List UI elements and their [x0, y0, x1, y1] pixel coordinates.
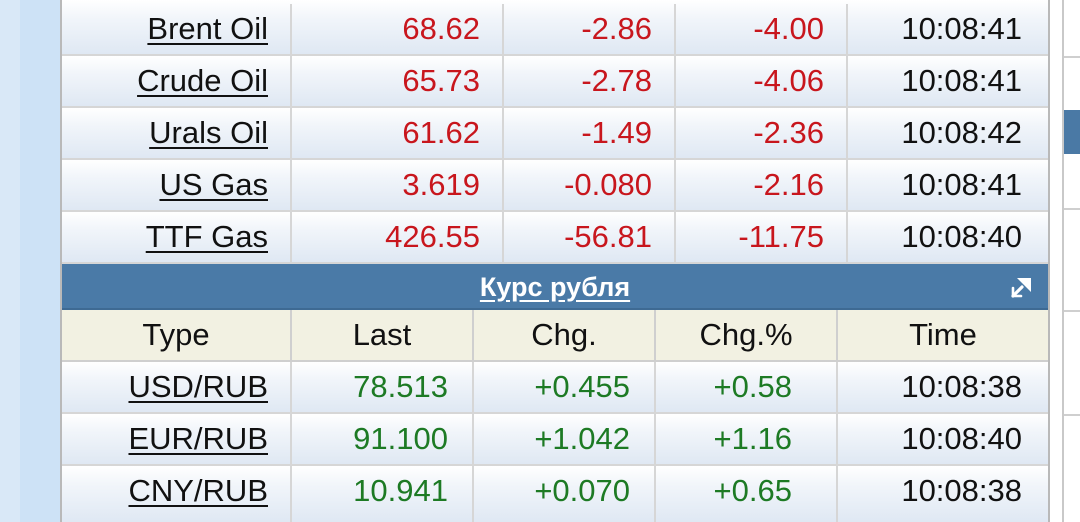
- change-value: +0.455: [474, 362, 656, 412]
- last-value: 3.619: [292, 160, 504, 210]
- last-value: 426.55: [292, 212, 504, 262]
- column-header-type[interactable]: Type: [62, 310, 292, 360]
- instrument-link[interactable]: USD/RUB: [128, 369, 268, 404]
- column-header-time[interactable]: Time: [909, 317, 977, 352]
- change-percent-value: -4.00: [676, 4, 848, 54]
- last-value: 68.62: [292, 4, 504, 54]
- change-value: -2.78: [504, 56, 676, 106]
- last-value: 10.941: [292, 466, 474, 522]
- change-percent-value: -4.06: [676, 56, 848, 106]
- column-header-change[interactable]: Chg.: [474, 310, 656, 360]
- change-percent-value: -11.75: [676, 212, 848, 262]
- change-percent-value: -2.16: [676, 160, 848, 210]
- last-value: 78.513: [292, 362, 474, 412]
- change-percent-value: +0.58: [656, 362, 838, 412]
- table-row[interactable]: Crude Oil 65.73 -2.78 -4.06 10:08:41: [62, 56, 1048, 108]
- table-row[interactable]: Brent Oil 68.62 -2.86 -4.00 10:08:41: [62, 0, 1048, 56]
- instrument-link[interactable]: EUR/RUB: [128, 421, 268, 456]
- change-value: -56.81: [504, 212, 676, 262]
- change-percent-value: +1.16: [656, 414, 838, 464]
- change-percent-value: -2.36: [676, 108, 848, 158]
- ruble-section-header: Курс рубля: [62, 264, 1048, 310]
- change-value: -2.86: [504, 4, 676, 54]
- ruble-table-header: Type Last Chg. Chg.% Time: [62, 310, 1048, 362]
- change-value: -1.49: [504, 108, 676, 158]
- time-value: 10:08:41: [901, 11, 1022, 46]
- change-value: +1.042: [474, 414, 656, 464]
- change-value: -0.080: [504, 160, 676, 210]
- time-value: 10:08:42: [901, 115, 1022, 150]
- time-value: 10:08:41: [901, 63, 1022, 98]
- time-value: 10:08:38: [901, 473, 1022, 508]
- instrument-link[interactable]: US Gas: [159, 167, 268, 202]
- table-row[interactable]: Urals Oil 61.62 -1.49 -2.36 10:08:42: [62, 108, 1048, 160]
- time-value: 10:08:38: [901, 369, 1022, 404]
- last-value: 61.62: [292, 108, 504, 158]
- change-value: +0.070: [474, 466, 656, 522]
- time-value: 10:08:41: [901, 167, 1022, 202]
- instrument-link[interactable]: Brent Oil: [147, 11, 268, 46]
- instrument-link[interactable]: Crude Oil: [137, 63, 268, 98]
- instrument-link[interactable]: CNY/RUB: [128, 473, 268, 508]
- table-row[interactable]: EUR/RUB 91.100 +1.042 +1.16 10:08:40: [62, 414, 1048, 466]
- table-row[interactable]: CNY/RUB 10.941 +0.070 +0.65 10:08:38: [62, 466, 1048, 522]
- instrument-link[interactable]: Urals Oil: [149, 115, 268, 150]
- last-value: 65.73: [292, 56, 504, 106]
- table-row[interactable]: TTF Gas 426.55 -56.81 -11.75 10:08:40: [62, 212, 1048, 264]
- change-percent-value: +0.65: [656, 466, 838, 522]
- quotes-panel: Brent Oil 68.62 -2.86 -4.00 10:08:41 Cru…: [60, 0, 1050, 522]
- table-row[interactable]: US Gas 3.619 -0.080 -2.16 10:08:41: [62, 160, 1048, 212]
- adjacent-panel-edge: [1062, 0, 1080, 522]
- instrument-link[interactable]: TTF Gas: [145, 219, 268, 254]
- time-value: 10:08:40: [901, 219, 1022, 254]
- left-edge-strip: [0, 0, 20, 522]
- expand-arrow-icon[interactable]: [1010, 275, 1034, 299]
- time-value: 10:08:40: [901, 421, 1022, 456]
- last-value: 91.100: [292, 414, 474, 464]
- column-header-change-percent[interactable]: Chg.%: [656, 310, 838, 360]
- table-row[interactable]: USD/RUB 78.513 +0.455 +0.58 10:08:38: [62, 362, 1048, 414]
- ruble-section-title-link[interactable]: Курс рубля: [479, 272, 631, 302]
- column-header-last[interactable]: Last: [292, 310, 474, 360]
